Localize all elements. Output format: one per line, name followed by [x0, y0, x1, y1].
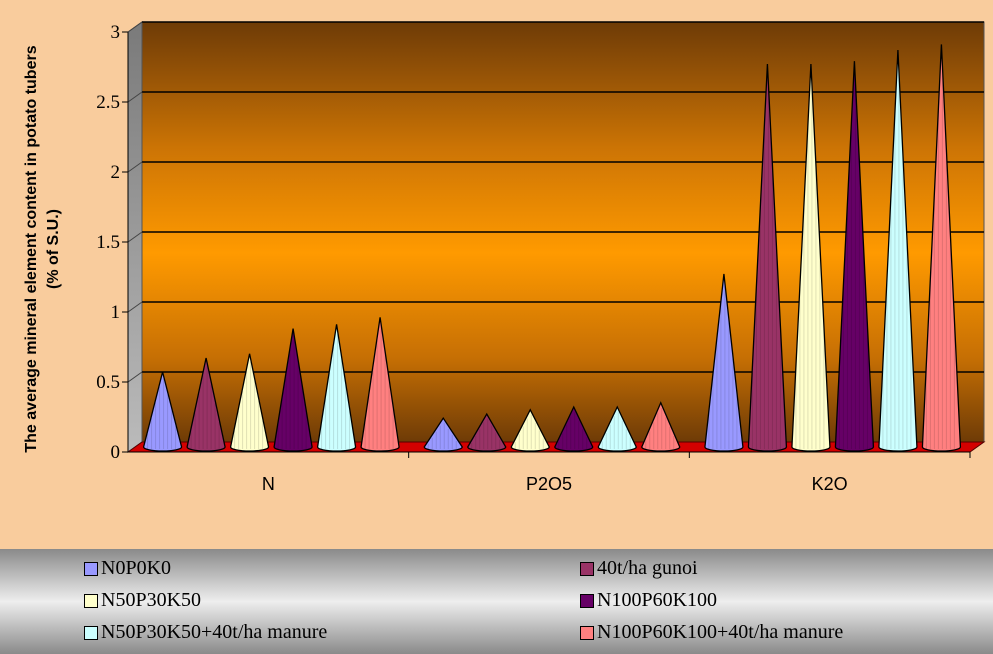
gridline-side: [127, 91, 143, 103]
cone-body: [747, 63, 788, 452]
y-tick-label: 1.5: [96, 232, 120, 253]
cone-p2o5-n100p60k100: [554, 405, 594, 452]
cone-n-n50p30k50: [229, 353, 270, 452]
legend-swatch: [84, 625, 98, 640]
legend-item-n50p30k50: N50P30K50: [84, 589, 201, 612]
cone-body: [834, 61, 875, 452]
cone-body: [316, 324, 357, 452]
legend-item-n0p0k0: N0P0K0: [84, 557, 171, 580]
cone-p2o5-n0p0k0: [423, 417, 463, 452]
legend-label: N50P30K50: [101, 589, 202, 611]
cone-k2o-n100p60k100: [834, 61, 875, 452]
y-tick-label: 2.5: [96, 92, 120, 113]
cone-body: [423, 417, 463, 452]
cone-n-n0p0k0: [142, 371, 183, 452]
cone-k2o-n100p60k100-40t-ha-manure: [921, 44, 962, 452]
x-tick-label: N: [262, 474, 275, 494]
cone-body: [878, 49, 918, 452]
legend-item-n100p60k100: N100P60K100: [580, 589, 717, 612]
cone-n-40t-ha-gunoi: [186, 357, 226, 452]
cone-body: [142, 371, 183, 452]
legend-item-n50p30k50-manure: N50P30K50+40t/ha manure: [84, 621, 327, 644]
x-tick-label: K2O: [812, 474, 848, 494]
cone-k2o-n50p30k50-40t-ha-manure: [878, 49, 918, 452]
cone-body: [467, 412, 507, 452]
legend-label: 40t/ha gunoi: [597, 557, 698, 579]
gridline-side: [127, 371, 143, 383]
chart: 0 0.5 1 1.5 2 2.5 3 N P2O5 K2O: [96, 21, 986, 494]
cone-p2o5-n50p30k50: [510, 408, 550, 452]
cone-body: [273, 328, 313, 452]
legend-swatch: [84, 593, 98, 608]
legend-swatch: [84, 561, 98, 576]
cone-p2o5-n100p60k100-40t-ha-manure: [641, 401, 681, 452]
gridline-side: [127, 301, 143, 313]
gridline-side: [127, 161, 143, 173]
legend-label: N100P60K100+40t/ha manure: [597, 621, 844, 643]
y-tick-label: 0: [111, 442, 121, 463]
cone-body: [641, 401, 681, 452]
cone-n-n100p60k100: [273, 328, 313, 452]
gridline-side: [127, 21, 143, 33]
legend-label: N0P0K0: [101, 557, 172, 579]
cone-k2o-40t-ha-gunoi: [747, 63, 788, 452]
y-tick-label: 2: [111, 162, 121, 183]
legend-swatch: [580, 561, 594, 576]
y-tick-label: 0.5: [96, 372, 120, 393]
cone-body: [229, 353, 270, 452]
legend-item-40t-ha-gunoi: 40t/ha gunoi: [580, 557, 698, 580]
legend-item-n100p60k100-manure: N100P60K100+40t/ha manure: [580, 621, 843, 644]
legend-swatch: [580, 593, 594, 608]
cone-body: [704, 273, 744, 452]
cone-n-n100p60k100-40t-ha-manure: [360, 317, 400, 452]
cone-p2o5-40t-ha-gunoi: [467, 412, 507, 452]
cone-body: [510, 408, 550, 452]
y-axis-title: The average mineral element content in p…: [23, 45, 62, 453]
gridline-side: [127, 231, 143, 243]
cone-n-n50p30k50-40t-ha-manure: [316, 324, 357, 452]
cone-body: [360, 317, 400, 452]
legend-label: N50P30K50+40t/ha manure: [101, 621, 328, 643]
cone-body: [597, 405, 637, 452]
cone-k2o-n50p30k50: [791, 63, 831, 452]
cone-body: [186, 357, 226, 452]
cone-k2o-n0p0k0: [704, 273, 744, 452]
legend-label: N100P60K100: [597, 589, 718, 611]
cone-p2o5-n50p30k50-40t-ha-manure: [597, 405, 637, 452]
y-tick-label: 1: [111, 302, 121, 323]
cone-body: [554, 405, 594, 452]
y-tick-label: 3: [111, 22, 121, 43]
x-tick-label: P2O5: [526, 474, 572, 494]
legend: N0P0K0 40t/ha gunoi N50P30K50 N100P60K10…: [0, 549, 993, 654]
cone-body: [921, 44, 962, 452]
legend-swatch: [580, 625, 594, 640]
cone-body: [791, 63, 831, 452]
